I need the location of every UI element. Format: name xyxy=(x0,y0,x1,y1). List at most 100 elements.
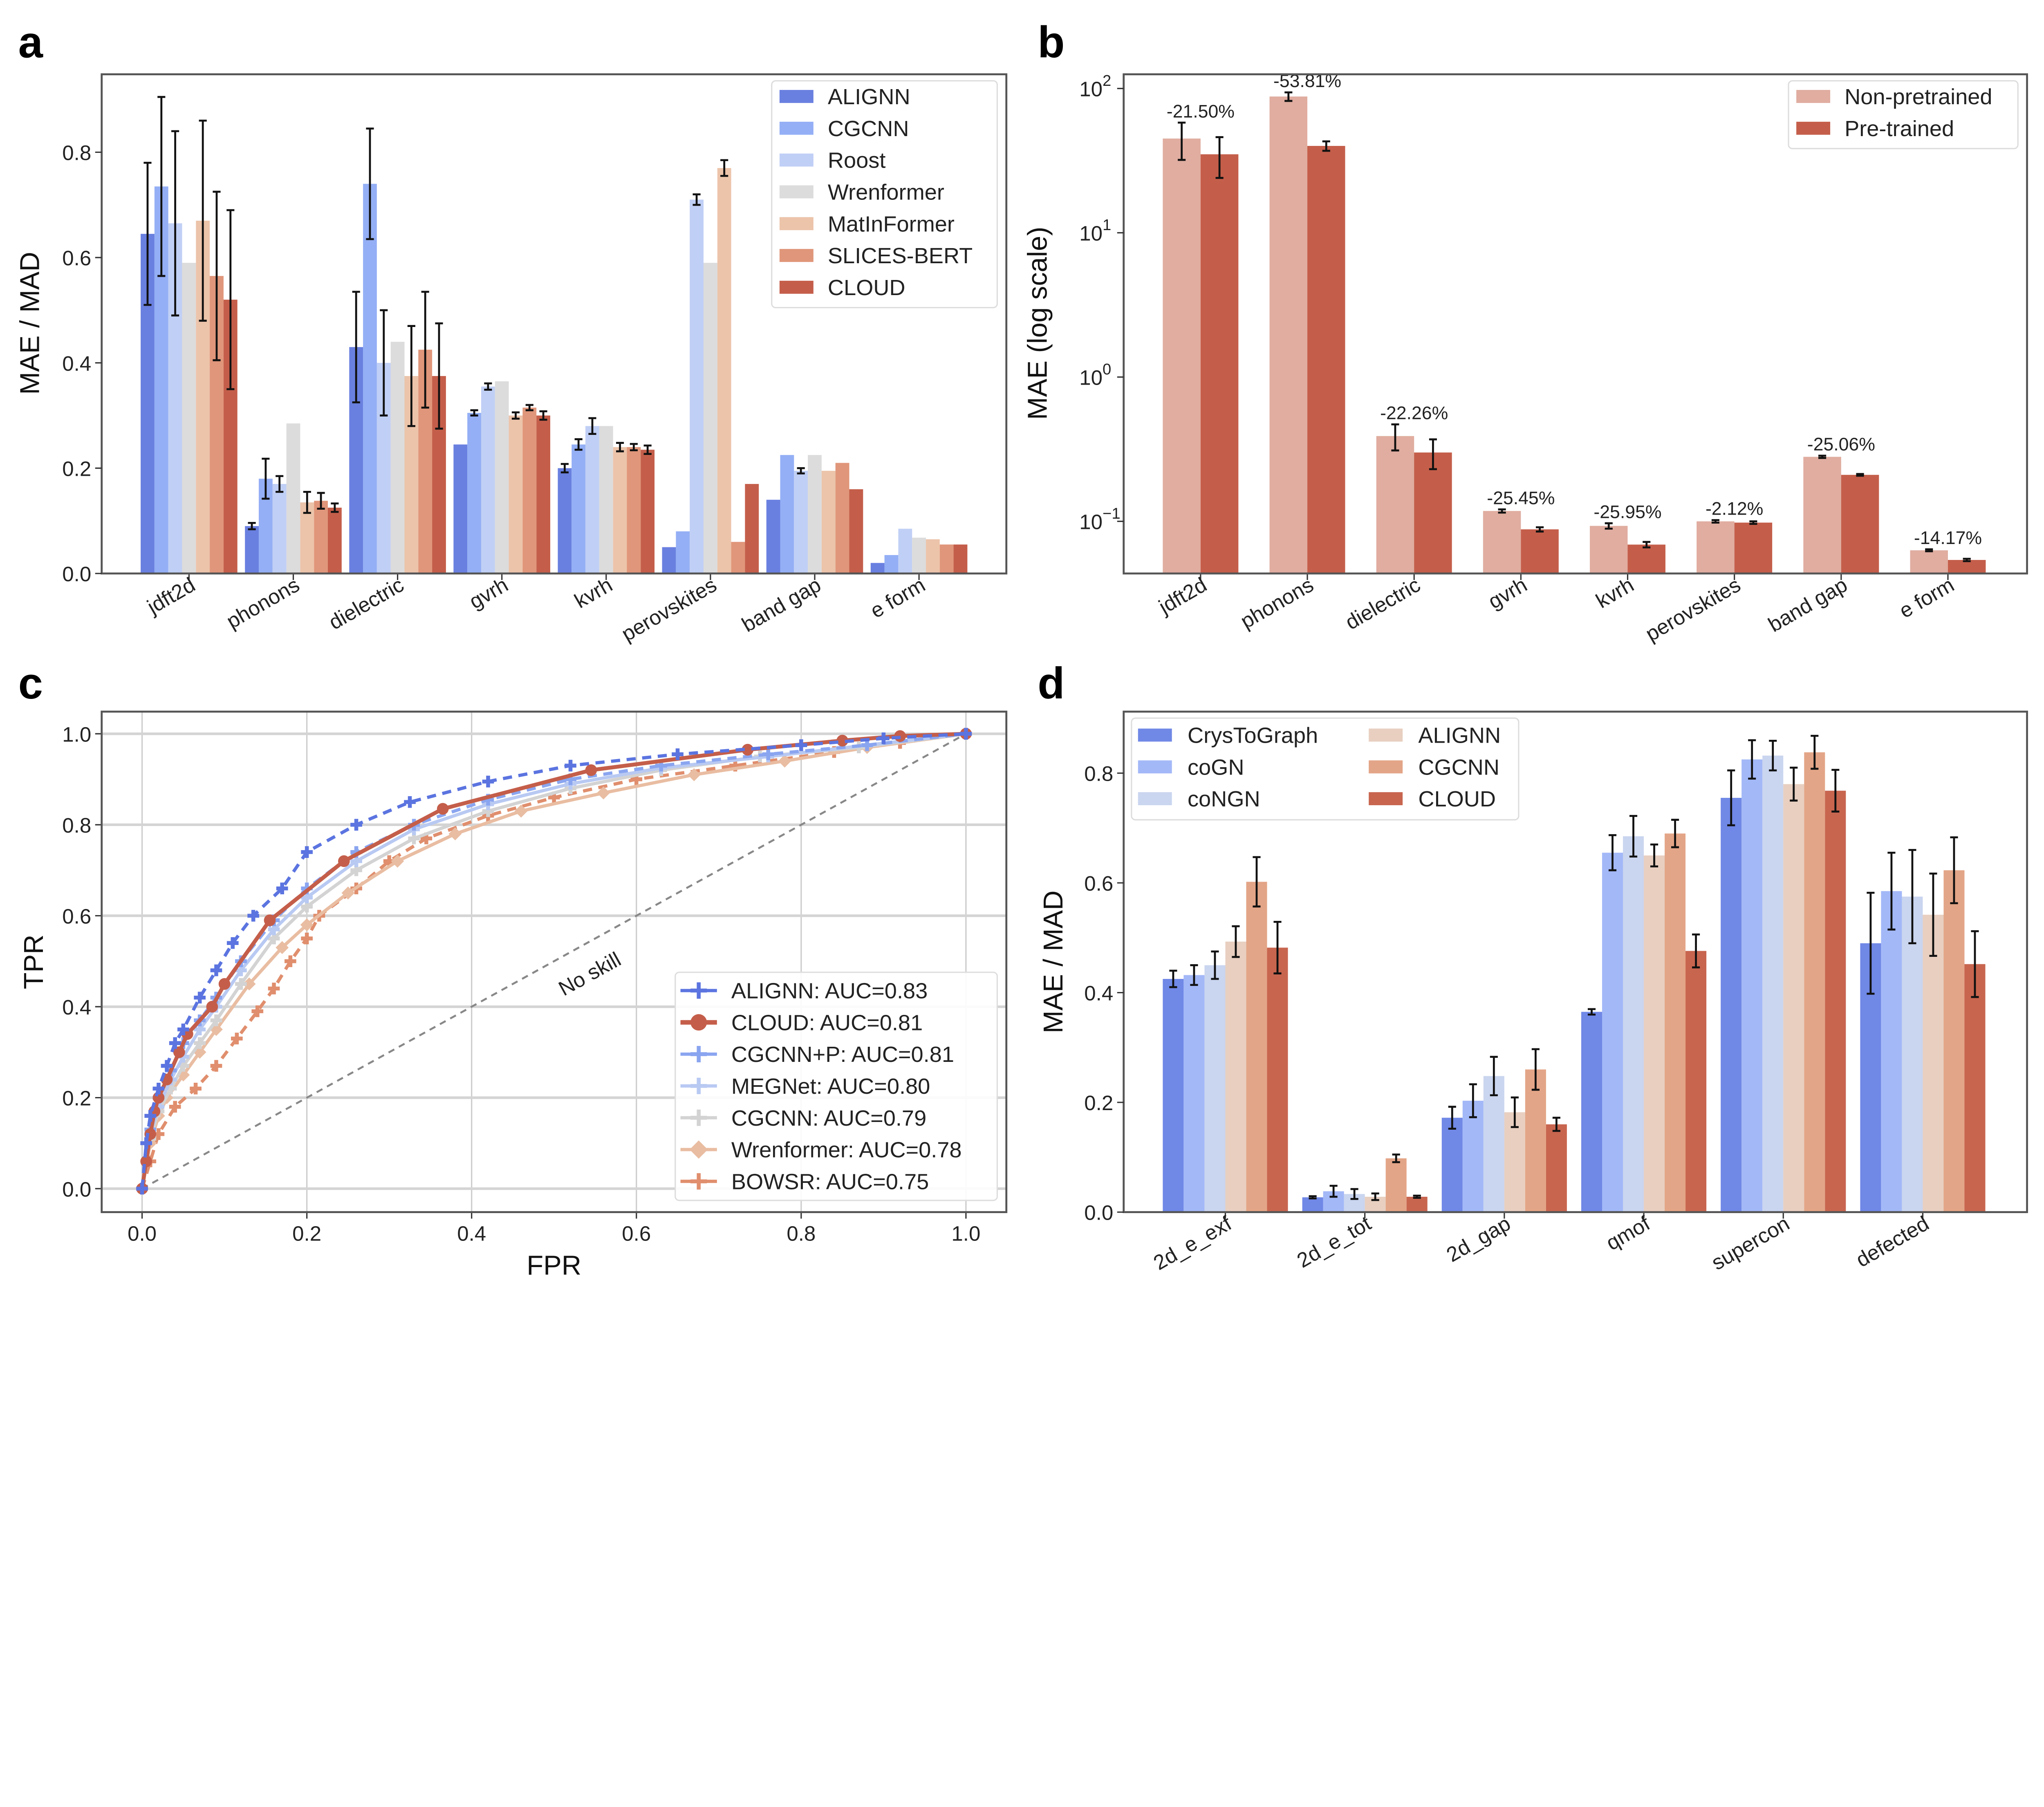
marker xyxy=(152,1082,165,1095)
bar-annotation: -22.26% xyxy=(1380,403,1448,423)
legend-swatch xyxy=(779,90,814,103)
bar xyxy=(1910,550,1948,574)
y-tick-label: 0.2 xyxy=(1084,1091,1113,1115)
bar xyxy=(245,526,259,574)
y-axis-label: MAE (log scale) xyxy=(1022,227,1053,420)
legend-swatch xyxy=(779,121,814,135)
bar xyxy=(1183,975,1205,1212)
bar xyxy=(1697,521,1735,574)
bar xyxy=(1307,146,1345,574)
x-tick-label: e form xyxy=(866,573,929,622)
y-tick-label: 100 xyxy=(1079,361,1111,390)
legend-label: Roost xyxy=(828,148,886,173)
bar xyxy=(939,544,954,574)
series-line xyxy=(136,728,972,1195)
bar xyxy=(835,463,849,574)
marker xyxy=(404,796,416,808)
marker xyxy=(169,1037,181,1049)
bar xyxy=(1462,1101,1484,1212)
marker xyxy=(514,804,528,818)
legend xyxy=(675,972,998,1201)
tick-base: 10 xyxy=(1079,222,1103,245)
marker xyxy=(276,941,289,954)
marker xyxy=(565,759,576,772)
y-axis-label: MAE / MAD xyxy=(1038,890,1069,1033)
bar xyxy=(1267,947,1288,1212)
y-tick-label: 0.6 xyxy=(1084,872,1113,895)
legend-label: CGCNN xyxy=(828,116,909,141)
bar xyxy=(1644,855,1665,1212)
bar xyxy=(641,450,655,574)
tick-exponent: 2 xyxy=(1103,72,1111,90)
legend-label: MEGNet: AUC=0.80 xyxy=(731,1074,930,1099)
x-tick-label: 0.0 xyxy=(128,1222,157,1245)
marker xyxy=(742,743,754,756)
marker xyxy=(210,1014,222,1026)
legend-label: CLOUD: AUC=0.81 xyxy=(731,1010,923,1035)
marker xyxy=(437,803,449,815)
x-tick-label: jdft2d xyxy=(1154,573,1210,619)
bar xyxy=(613,447,627,574)
panel-letter: d xyxy=(1038,658,1065,708)
bar xyxy=(1803,457,1841,574)
bar xyxy=(481,386,495,574)
bar xyxy=(849,489,863,574)
bar xyxy=(1665,833,1686,1212)
marker xyxy=(877,732,890,744)
no-skill-line xyxy=(141,733,967,1190)
legend-swatch xyxy=(1369,760,1403,774)
bar xyxy=(272,484,287,574)
x-tick-label: 0.6 xyxy=(622,1222,651,1245)
bar xyxy=(1734,522,1773,574)
legend-swatch xyxy=(779,249,814,262)
legend-label: Pre-trained xyxy=(1845,116,1954,141)
bar xyxy=(780,455,794,574)
x-tick-label: band gap xyxy=(738,573,825,636)
marker xyxy=(960,728,972,740)
bar xyxy=(953,544,968,574)
marker xyxy=(391,854,404,868)
x-tick-label: band gap xyxy=(1764,573,1851,636)
plot-frame xyxy=(101,710,1008,1213)
bar xyxy=(703,262,717,574)
bar xyxy=(314,501,328,574)
bar xyxy=(884,555,899,574)
legend-label: ALIGNN xyxy=(828,85,910,109)
marker xyxy=(206,1001,218,1013)
legend-label: coGN xyxy=(1188,755,1244,779)
legend-swatch xyxy=(1796,90,1831,103)
bar xyxy=(627,447,641,574)
marker xyxy=(690,1109,707,1126)
bar xyxy=(1581,1012,1602,1212)
x-tick-label: kvrh xyxy=(570,573,616,613)
legend xyxy=(1131,717,1520,821)
bar xyxy=(1546,1124,1567,1212)
plot-frame xyxy=(1123,73,2028,575)
marker xyxy=(301,932,313,945)
bar xyxy=(1964,964,1986,1212)
marker xyxy=(177,1023,189,1035)
chart-c: 0.0 0.2 0.4 0.6 0.8 1.00.00.20.40.60.81.0No s… xyxy=(18,710,1008,1281)
y-tick-label: 0.0 xyxy=(62,1178,91,1201)
marker xyxy=(448,827,462,841)
bar xyxy=(467,413,481,574)
bar xyxy=(1504,1112,1525,1212)
legend-swatch xyxy=(1138,760,1172,774)
marker xyxy=(690,1046,707,1063)
bar xyxy=(327,508,342,574)
panel-letter: b xyxy=(1038,17,1065,67)
marker xyxy=(194,992,206,1004)
bar xyxy=(1246,882,1267,1212)
bar-annotation: -25.45% xyxy=(1487,488,1555,508)
marker xyxy=(268,983,280,994)
legend-swatch xyxy=(1796,121,1831,135)
marker xyxy=(585,764,597,776)
marker xyxy=(687,768,701,781)
bar xyxy=(585,426,599,574)
marker xyxy=(341,886,355,900)
marker xyxy=(690,1173,707,1190)
legend-label: CrysToGraph xyxy=(1188,723,1318,748)
marker xyxy=(284,955,296,967)
legend-swatch xyxy=(779,217,814,231)
